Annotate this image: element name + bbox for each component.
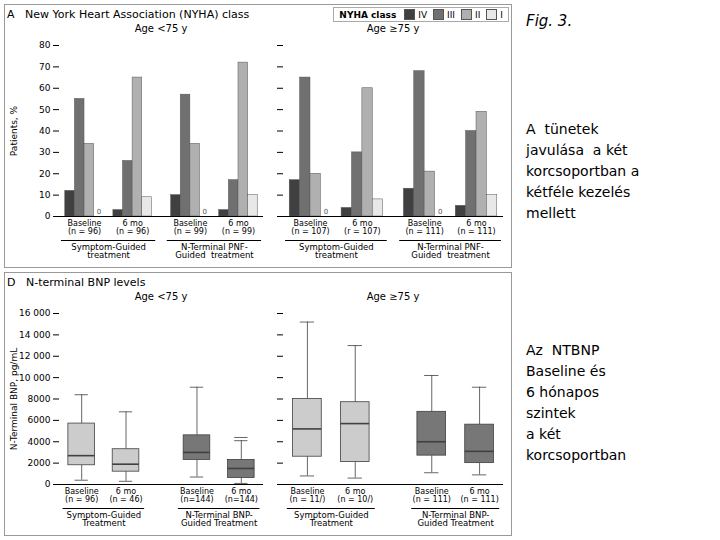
svg-text:4000: 4000 bbox=[28, 437, 51, 447]
svg-text:Baseline(n = 96): Baseline(n = 96) bbox=[65, 487, 99, 504]
svg-text:0: 0 bbox=[45, 479, 51, 489]
svg-text:60: 60 bbox=[39, 83, 51, 93]
svg-text:6000: 6000 bbox=[28, 415, 51, 425]
svg-text:Symptom-GuidedTreatment: Symptom-GuidedTreatment bbox=[67, 510, 142, 529]
svg-text:Baseline(n=144): Baseline(n=144) bbox=[180, 487, 214, 504]
svg-text:80: 80 bbox=[39, 40, 51, 50]
svg-text:14 000: 14 000 bbox=[19, 330, 51, 340]
svg-text:16 000: 16 000 bbox=[19, 308, 51, 318]
svg-text:40: 40 bbox=[39, 126, 51, 136]
html-text:III: III bbox=[447, 9, 455, 20]
svg-text:Symptom-GuidedTreatment: Symptom-GuidedTreatment bbox=[294, 510, 369, 529]
svg-text:N-Terminal PNF-Guided treatme: N-Terminal PNF-Guided treatment bbox=[411, 242, 490, 261]
svg-text:2000: 2000 bbox=[28, 458, 51, 468]
svg-text:6 mo(n = 111): 6 mo(n = 111) bbox=[457, 219, 495, 236]
svg-text:6 mo(n = 10/): 6 mo(n = 10/) bbox=[337, 487, 373, 504]
svg-text:10 000: 10 000 bbox=[19, 373, 51, 383]
svg-text:0: 0 bbox=[324, 208, 328, 216]
html-text:IV: IV bbox=[418, 9, 428, 20]
html-text:D N-terminal BNP levels: D N-terminal BNP levels bbox=[7, 276, 146, 289]
svg-text:6 mo(n = 111): 6 mo(n = 111) bbox=[460, 487, 498, 504]
svg-text:0: 0 bbox=[45, 211, 51, 221]
svg-text:6 mo(n = 96): 6 mo(n = 96) bbox=[116, 219, 149, 236]
html-text:I: I bbox=[500, 9, 503, 20]
svg-text:6 mo(n = 46): 6 mo(n = 46) bbox=[109, 487, 142, 504]
svg-text:N-Terminal BNP-Guided Treatmen: N-Terminal BNP-Guided Treatment bbox=[181, 510, 258, 529]
svg-text:N-Terminal BNP, pg/mL: N-Terminal BNP, pg/mL bbox=[9, 348, 19, 450]
html-text:NYHA class: NYHA class bbox=[339, 9, 397, 20]
html-text:A tünetek javulása a két korcs: A tünetek javulása a két korcsoportban a… bbox=[526, 121, 640, 221]
svg-text:6 mo(r = 107): 6 mo(r = 107) bbox=[344, 219, 381, 236]
svg-text:0: 0 bbox=[97, 208, 101, 216]
svg-text:Baseline(n = 99): Baseline(n = 99) bbox=[173, 219, 207, 236]
svg-text:20: 20 bbox=[39, 169, 51, 179]
html-text:Age <75 y: Age <75 y bbox=[134, 291, 188, 302]
svg-text:Symptom-Guidedtreatment: Symptom-Guidedtreatment bbox=[71, 242, 146, 261]
svg-text:30: 30 bbox=[39, 147, 51, 157]
svg-text:6 mo(n = 99): 6 mo(n = 99) bbox=[222, 219, 255, 236]
svg-text:12 000: 12 000 bbox=[19, 351, 51, 361]
svg-text:Baseline(n = 111): Baseline(n = 111) bbox=[413, 487, 451, 504]
svg-text:0: 0 bbox=[438, 208, 442, 216]
html-text:A New York Heart Association (: A New York Heart Association (NYHA) clas… bbox=[7, 8, 250, 21]
svg-text:Baseline(n = 111): Baseline(n = 111) bbox=[405, 219, 443, 236]
svg-text:70: 70 bbox=[39, 62, 51, 72]
html-text:Age <75 y: Age <75 y bbox=[134, 23, 188, 34]
svg-text:Baseline(n = 96): Baseline(n = 96) bbox=[68, 219, 102, 236]
svg-text:Baseline(n = 107): Baseline(n = 107) bbox=[291, 219, 329, 236]
svg-text:Symptom-Guidedtreatment: Symptom-Guidedtreatment bbox=[299, 242, 374, 261]
svg-text:Baseline(n = 11/): Baseline(n = 11/) bbox=[289, 487, 325, 504]
html-text:Az NTBNP Baseline és 6 hónapos: Az NTBNP Baseline és 6 hónapos szintek a… bbox=[526, 342, 627, 463]
svg-text:N-Terminal PNF-Guided treatme: N-Terminal PNF-Guided treatment bbox=[175, 242, 254, 261]
svg-text:6 mo(n=144): 6 mo(n=144) bbox=[225, 487, 258, 504]
html-text:Fig. 3.: Fig. 3. bbox=[526, 12, 573, 30]
svg-text:10: 10 bbox=[39, 190, 51, 200]
html-text:Age ≥75 y: Age ≥75 y bbox=[366, 23, 420, 34]
svg-text:50: 50 bbox=[39, 105, 51, 115]
svg-text:8000: 8000 bbox=[28, 394, 51, 404]
svg-text:0: 0 bbox=[203, 208, 207, 216]
html-text:II: II bbox=[475, 9, 481, 20]
svg-text:N-Terminal BNP-Guided Treatmen: N-Terminal BNP-Guided Treatment bbox=[418, 510, 495, 529]
html-text:Age ≥75 y: Age ≥75 y bbox=[366, 291, 420, 302]
svg-text:Patients, %: Patients, % bbox=[9, 105, 19, 156]
